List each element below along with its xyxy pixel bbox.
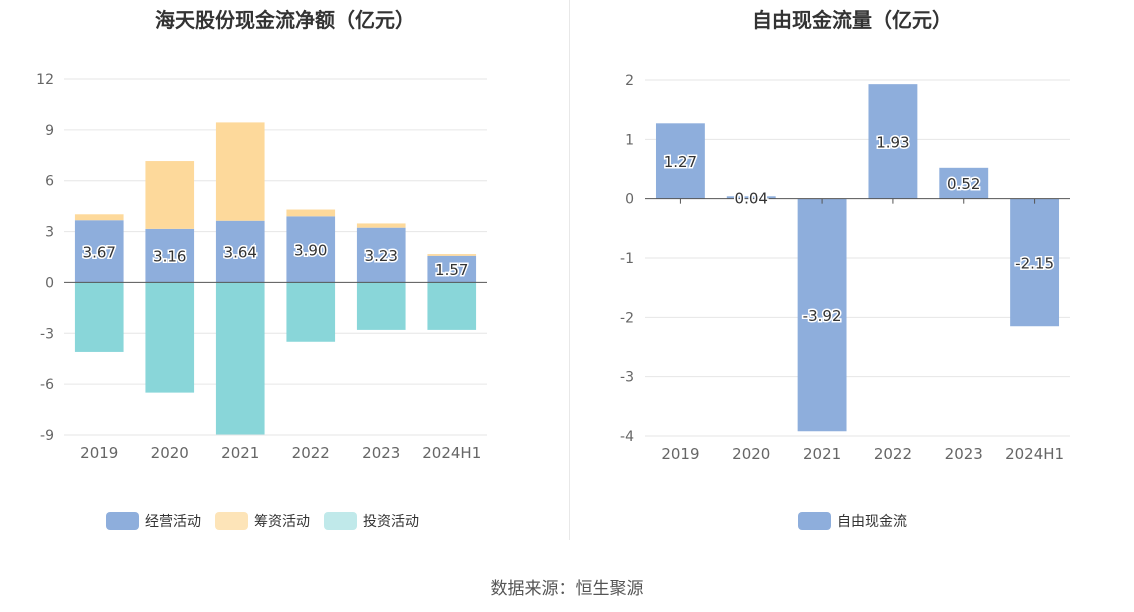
y-tick-label: 0 (625, 192, 634, 208)
data-source: 数据来源：恒生聚源 (490, 579, 644, 599)
x-tick-label: 2024H1 (1005, 445, 1064, 463)
bar (74, 220, 124, 283)
bar (286, 209, 336, 217)
legend-swatch (215, 512, 248, 530)
bar (74, 214, 124, 221)
x-tick-label: 2019 (80, 444, 118, 462)
data-label: 3.67 (83, 243, 116, 261)
data-label: 3.23 (365, 247, 398, 265)
data-label: 1.93 (876, 133, 909, 151)
x-tick-label: 2021 (221, 444, 259, 462)
legend-label: 自由现金流 (837, 514, 907, 530)
bar (145, 282, 195, 393)
y-tick-label: 6 (45, 174, 54, 190)
data-label: 1.57 (435, 261, 468, 279)
data-label: 1.27 (664, 153, 697, 171)
bar (74, 282, 124, 352)
right-chart-title: 自由现金流量（亿元） (752, 8, 952, 32)
bar (356, 223, 406, 228)
data-label: 3.64 (224, 244, 257, 262)
left-chart-title: 海天股份现金流净额（亿元） (155, 8, 415, 32)
bar (427, 282, 477, 330)
y-tick-label: -9 (40, 428, 54, 444)
x-tick-label: 2020 (151, 444, 189, 462)
data-label: 3.90 (294, 241, 327, 259)
data-label: 0.04 (735, 189, 768, 207)
cash-flow-chart: 12 9 6 3 0 -3 -6 -9 2019 2020 2021 2022 2023 2024H1 3.… (36, 72, 487, 462)
right-legend: 自由现金流 (798, 511, 921, 531)
bar (215, 220, 265, 283)
bar (215, 122, 265, 221)
bar (939, 167, 989, 199)
y-tick-label: -3 (40, 326, 54, 342)
x-tick-label: 2022 (874, 445, 912, 463)
bar (145, 228, 195, 283)
legend-item-free-cash-flow[interactable]: 自由现金流 (798, 511, 907, 531)
y-tick-label: 2 (625, 73, 634, 89)
bar (655, 123, 705, 199)
bar (145, 161, 195, 229)
bar (427, 255, 477, 283)
y-tick-label: -4 (620, 429, 634, 445)
y-tick-label: -3 (620, 370, 634, 386)
legend-swatch (324, 512, 357, 530)
bar (868, 84, 918, 199)
y-tick-label: 1 (625, 132, 634, 148)
x-tick-label: 2020 (732, 445, 770, 463)
bar (286, 282, 336, 342)
legend-item-operating[interactable]: 经营活动 (106, 511, 201, 531)
bar (427, 254, 477, 256)
legend-swatch (798, 512, 831, 530)
legend-swatch (106, 512, 139, 530)
left-legend: 经营活动 筹资活动 投资活动 (106, 511, 433, 531)
y-tick-label: -2 (620, 310, 634, 326)
x-tick-label: 2023 (362, 444, 400, 462)
legend-item-investing[interactable]: 投资活动 (324, 511, 419, 531)
legend-label: 经营活动 (145, 514, 201, 530)
x-tick-label: 2019 (661, 445, 699, 463)
legend-label: 筹资活动 (254, 514, 310, 530)
y-tick-label: 12 (36, 72, 54, 88)
y-tick-label: 0 (45, 275, 54, 291)
bar (726, 196, 776, 199)
bar (215, 282, 265, 435)
bar (356, 282, 406, 330)
x-tick-label: 2021 (803, 445, 841, 463)
panel-divider (569, 0, 570, 540)
data-label: -2.15 (1015, 254, 1054, 272)
bar (356, 227, 406, 283)
bar (797, 198, 847, 432)
y-tick-label: -1 (620, 251, 634, 267)
x-tick-label: 2023 (945, 445, 983, 463)
data-label: 3.16 (153, 248, 186, 266)
bar (286, 216, 336, 283)
y-tick-label: 9 (45, 123, 54, 139)
x-tick-label: 2022 (292, 444, 330, 462)
legend-item-financing[interactable]: 筹资活动 (215, 511, 310, 531)
data-label: 0.52 (947, 175, 980, 193)
y-tick-label: -6 (40, 377, 54, 393)
legend-label: 投资活动 (363, 514, 419, 530)
free-cash-flow-chart: 2 1 0 -1 -2 -3 -4 2019 2020 2021 2022 2023 2024H1 1.2… (620, 73, 1070, 463)
x-tick-label: 2024H1 (422, 444, 481, 462)
y-tick-label: 3 (45, 225, 54, 241)
data-label: -3.92 (803, 307, 842, 325)
bar (1010, 198, 1060, 327)
